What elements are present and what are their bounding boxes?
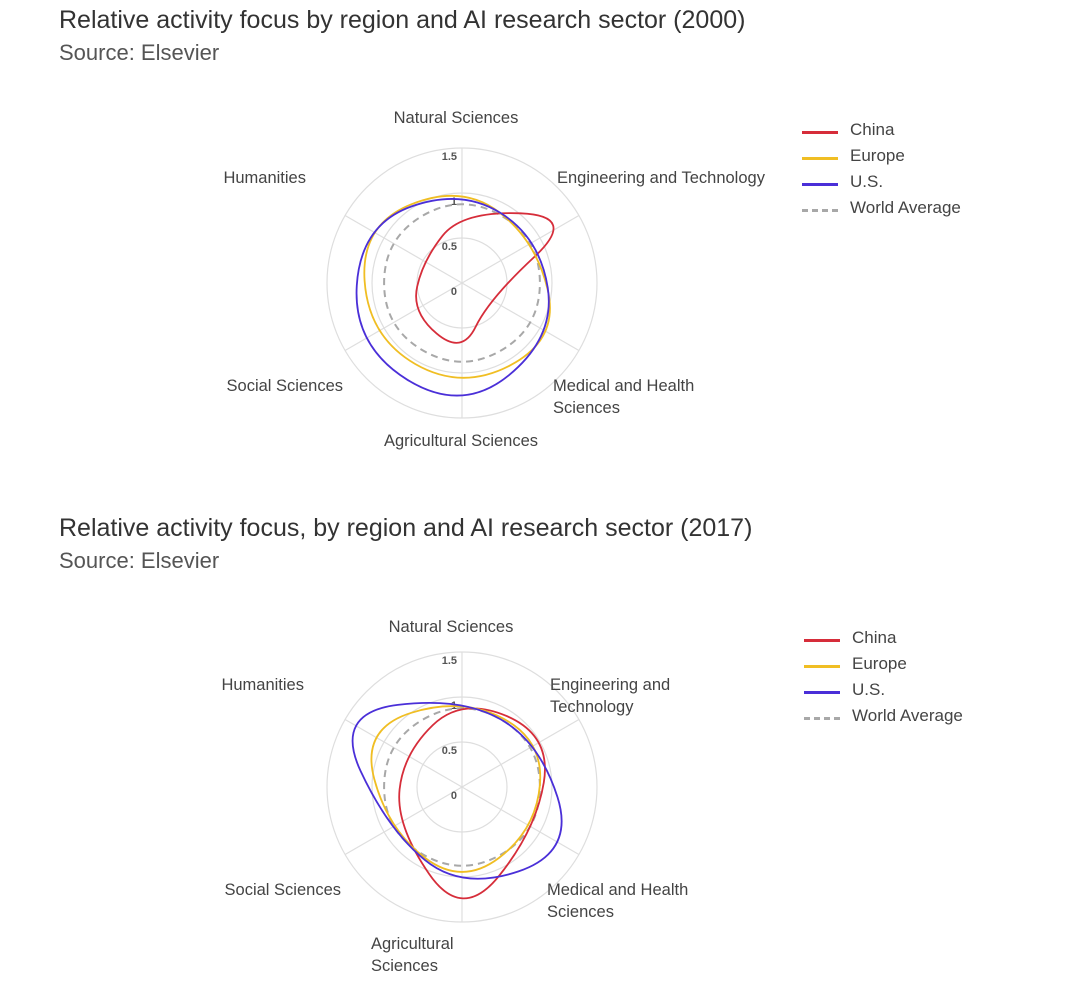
grid-spoke (461, 786, 580, 856)
grid-spoke (344, 214, 463, 284)
legend-swatch-china (802, 131, 838, 134)
series-line-world (383, 203, 541, 363)
grid-spoke (461, 282, 580, 352)
series-line-us (355, 198, 550, 397)
grid-spoke (344, 786, 463, 856)
category-label: Humanities (223, 169, 306, 187)
series-line-us (351, 701, 563, 880)
category-label: Agricultural Sciences (371, 935, 454, 975)
chart-title: Relative activity focus by region and AI… (59, 6, 746, 34)
chart-title: Relative activity focus, by region and A… (59, 514, 753, 542)
legend-swatch-europe (802, 157, 838, 160)
legend-swatch-world-average (802, 209, 838, 212)
category-label: Medical and Health Sciences (553, 377, 694, 417)
grid-spoke (344, 282, 463, 352)
legend-swatch-europe (804, 665, 840, 668)
tick-label: 1 (451, 196, 457, 208)
radar-panel-2017: Relative activity focus, by region and A… (0, 508, 1080, 1006)
category-label: Agricultural Sciences (384, 432, 538, 450)
category-label: Social Sciences (227, 377, 343, 395)
grid-spoke (344, 718, 463, 788)
tick-label: 1.5 (442, 655, 457, 667)
tick-label: 0.5 (442, 241, 457, 253)
series-line-europe (370, 705, 542, 873)
legend-swatch-us (802, 183, 838, 186)
category-label: Natural Sciences (394, 109, 519, 127)
legend-label-us: U.S. (852, 680, 886, 699)
legend-label-world-average: World Average (852, 706, 963, 725)
grid-spoke (461, 214, 580, 284)
legend-label-us: U.S. (850, 172, 884, 191)
legend-swatch-us (804, 691, 840, 694)
radar-panel-2000: Relative activity focus by region and AI… (0, 0, 1080, 500)
category-label: Natural Sciences (389, 618, 514, 636)
legend-label-china: China (852, 628, 897, 647)
tick-label: 1.5 (442, 151, 457, 163)
legend-swatch-world-average (804, 717, 840, 720)
series-line-china (415, 212, 555, 344)
legend-label-world-average: World Average (850, 198, 961, 217)
category-label: Engineering and Technology (550, 676, 670, 716)
legend-label-europe: Europe (850, 146, 905, 165)
tick-label: 0.5 (442, 745, 457, 757)
radar-chart-2000: 0 0.5 1 1.5 Natural Sciences Engineering and … (223, 109, 766, 450)
legend-label-china: China (850, 120, 895, 139)
category-label: Medical and Health Sciences (547, 881, 688, 921)
category-label: Social Sciences (225, 881, 341, 899)
category-label: Humanities (221, 676, 304, 694)
chart-subtitle: Source: Elsevier (59, 548, 220, 573)
series-line-world (383, 707, 541, 867)
legend-label-europe: Europe (852, 654, 907, 673)
chart-subtitle: Source: Elsevier (59, 40, 220, 65)
tick-label: 0 (451, 286, 457, 298)
legend-swatch-china (804, 639, 840, 642)
category-label: Engineering and Technology (557, 169, 766, 187)
grid-spoke (461, 718, 580, 788)
tick-label: 0 (451, 790, 457, 802)
